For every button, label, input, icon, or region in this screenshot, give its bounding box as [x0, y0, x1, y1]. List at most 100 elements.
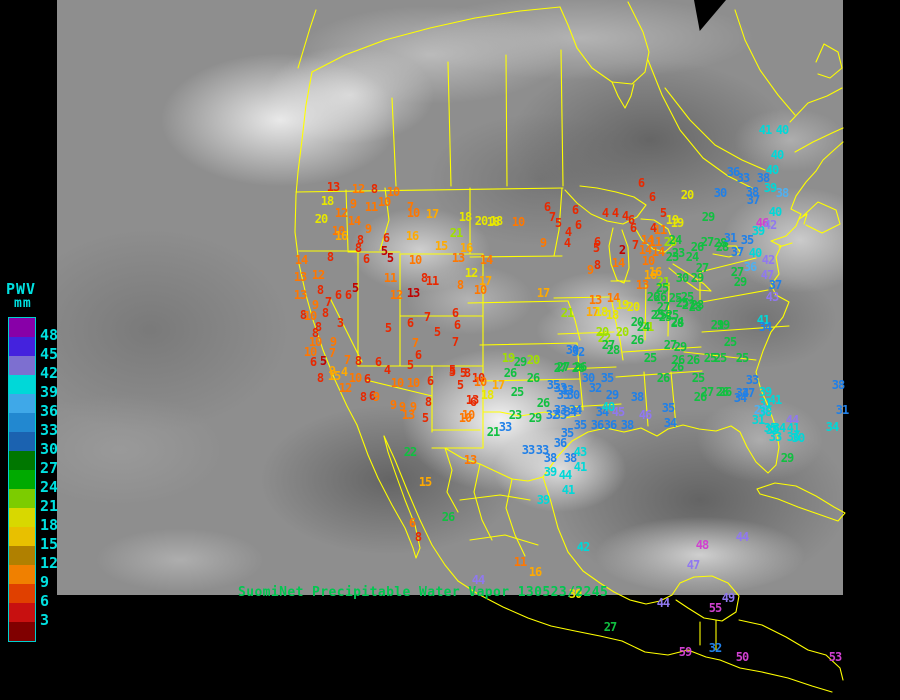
station-value: 5: [456, 378, 464, 392]
station-value: 10: [303, 345, 317, 359]
station-value: 10: [386, 185, 400, 199]
station-value: 47: [760, 268, 774, 282]
station-value: 38: [756, 171, 770, 185]
station-value: 27: [695, 261, 709, 275]
station-value: 25: [650, 308, 664, 322]
station-value: 4: [340, 365, 348, 379]
station-value: 44: [471, 573, 485, 587]
station-value: 7: [328, 346, 336, 360]
station-value: 12: [338, 381, 352, 395]
station-value: 10: [377, 195, 391, 209]
station-value: 4: [611, 206, 619, 220]
station-value: 24: [685, 250, 699, 264]
station-value: 26: [693, 390, 707, 404]
station-value: 6: [453, 318, 461, 332]
station-value: 32: [571, 345, 585, 359]
station-value: 37: [730, 245, 744, 259]
station-value: 20: [595, 325, 609, 339]
station-value: 46: [638, 408, 652, 422]
station-value: 18: [489, 214, 503, 228]
station-value: 6: [406, 316, 414, 330]
station-value: 14: [638, 243, 652, 257]
station-value: 6: [571, 203, 579, 217]
station-value: 4: [563, 236, 571, 250]
station-value: 59: [678, 645, 692, 659]
station-value: 24: [636, 320, 650, 334]
station-value: 17: [491, 378, 505, 392]
station-value: 41: [561, 483, 575, 497]
station-value: 24: [668, 233, 682, 247]
station-value: 20: [680, 188, 694, 202]
station-value: 34: [563, 405, 577, 419]
station-value: 41: [768, 393, 782, 407]
station-value: 41: [756, 313, 770, 327]
station-value: 18: [458, 210, 472, 224]
station-value: 9: [398, 400, 406, 414]
station-value: 9: [349, 197, 357, 211]
station-value: 41: [573, 460, 587, 474]
station-value: 21: [560, 306, 574, 320]
legend-swatch: [9, 432, 35, 451]
station-value: 10: [473, 283, 487, 297]
station-value: 12: [311, 268, 325, 282]
station-value: 32: [588, 381, 602, 395]
station-value: 35: [573, 418, 587, 432]
station-value: 25: [675, 296, 689, 310]
station-value: 28: [606, 343, 620, 357]
station-value: 33: [768, 430, 782, 444]
station-value: 21: [449, 226, 463, 240]
legend-unit: mm: [14, 296, 32, 311]
legend-swatch: [9, 470, 35, 489]
station-value: 21: [486, 425, 500, 439]
station-value: 27: [663, 338, 677, 352]
station-value: 10: [390, 376, 404, 390]
station-value: 16: [459, 241, 473, 255]
station-value: 4: [601, 206, 609, 220]
station-value: 42: [761, 253, 775, 267]
station-value: 16: [528, 565, 542, 579]
station-value: 4: [621, 209, 629, 223]
station-value: 3: [336, 316, 344, 330]
station-value: 8: [326, 250, 334, 264]
station-value: 20: [314, 212, 328, 226]
legend-swatch: [9, 375, 35, 394]
station-value: 5: [459, 366, 467, 380]
station-value: 7: [324, 295, 332, 309]
station-value: 33: [498, 420, 512, 434]
station-value: 18: [486, 215, 500, 229]
station-value: 44: [656, 596, 670, 610]
geographic-outlines: [294, 1, 846, 693]
station-value: 13: [293, 288, 307, 302]
station-value: 5: [351, 281, 359, 295]
station-value: 30: [675, 271, 689, 285]
station-value: 40: [768, 205, 782, 219]
station-value: 38: [831, 378, 845, 392]
station-value: 6: [469, 395, 477, 409]
station-value: 26: [630, 333, 644, 347]
station-value: 48: [695, 538, 709, 552]
station-value: 25: [510, 385, 524, 399]
station-value: 22: [597, 331, 611, 345]
station-value: 34: [733, 391, 747, 405]
station-value: 5: [448, 365, 456, 379]
station-value: 36: [726, 165, 740, 179]
station-value: 29: [528, 411, 542, 425]
station-value: 6: [451, 306, 459, 320]
station-value: 16: [334, 229, 348, 243]
station-value: 44: [785, 413, 799, 427]
station-value: 13: [635, 278, 649, 292]
station-value: 28: [690, 298, 704, 312]
station-value: 10: [511, 215, 525, 229]
station-value: 25: [735, 351, 749, 365]
station-value: 6: [374, 355, 382, 369]
legend-value: 36: [40, 402, 59, 420]
station-value: 49: [721, 591, 735, 605]
legend-value: 3: [40, 611, 50, 629]
station-value: 20: [474, 214, 488, 228]
legend-labels: 48 45 42 39 36 33 30 27 24 21 18 15 12 9 6 3: [40, 317, 74, 657]
station-value: 46: [755, 216, 769, 230]
station-value: 27: [681, 298, 695, 312]
station-value: 8: [456, 278, 464, 292]
station-value: 19: [716, 318, 730, 332]
